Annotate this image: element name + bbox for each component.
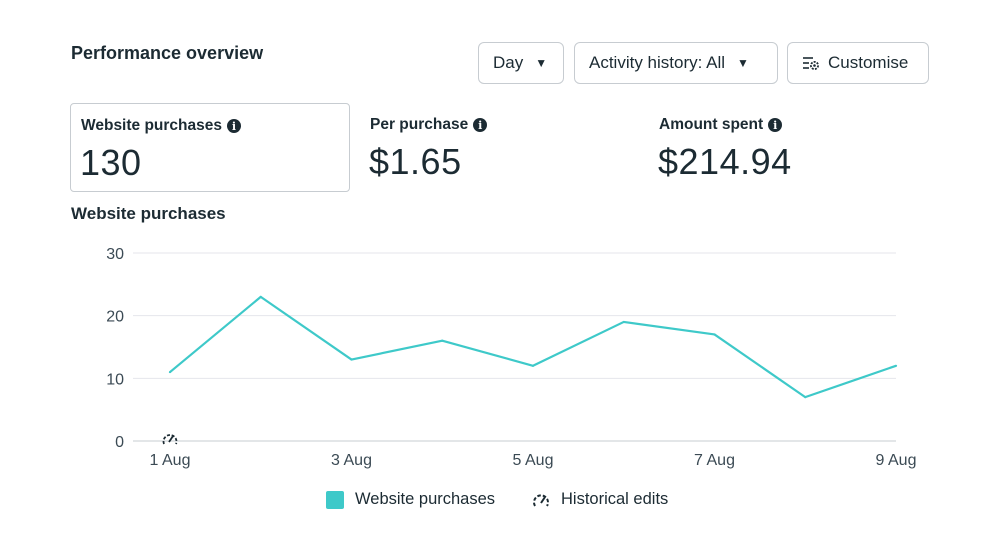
x-tick-label: 9 Aug — [876, 452, 917, 469]
data-point — [622, 320, 625, 324]
legend-item-website-purchases[interactable]: Website purchases — [326, 490, 495, 509]
customise-button[interactable]: Customise — [787, 42, 929, 84]
data-point — [713, 333, 716, 336]
chart-title: Website purchases — [71, 204, 226, 223]
x-tick-label: 5 Aug — [513, 452, 554, 469]
data-point — [531, 364, 535, 367]
data-point — [259, 295, 262, 298]
metric-value: $214.94 — [658, 141, 792, 182]
metric-label: Website purchases — [81, 117, 222, 134]
info-icon[interactable]: i — [768, 118, 783, 132]
historical-edit-marker-icon[interactable] — [162, 434, 178, 445]
data-point — [441, 339, 444, 342]
day-dropdown-label: Day — [493, 53, 524, 72]
metric-card-website-purchases[interactable]: Website purchases i 130 — [70, 103, 350, 192]
metric-value: $1.65 — [369, 141, 462, 182]
info-icon[interactable]: i — [227, 119, 241, 133]
info-icon[interactable]: i — [473, 118, 488, 132]
caret-down-icon: ▼ — [535, 56, 548, 70]
x-tick-label: 7 Aug — [694, 452, 735, 469]
customise-settings-icon — [802, 55, 820, 71]
metric-card-amount-spent[interactable]: Amount spent i $214.94 — [649, 103, 929, 192]
series-line — [169, 295, 897, 399]
data-point — [350, 358, 353, 361]
customise-label: Customise — [828, 53, 909, 72]
data-point — [804, 396, 807, 399]
metric-card-per-purchase[interactable]: Per purchase i $1.65 — [360, 103, 640, 192]
metric-value: 130 — [80, 142, 142, 183]
legend-item-historical-edits[interactable]: Historical edits — [531, 490, 668, 509]
legend-swatch — [326, 490, 344, 509]
y-tick-label: 10 — [106, 371, 124, 388]
y-tick-label: 30 — [106, 246, 124, 263]
activity-history-label: Activity history: All — [589, 53, 726, 72]
activity-history-dropdown[interactable]: Activity history: All ▼ — [574, 42, 778, 84]
y-tick-label: 20 — [106, 309, 124, 326]
metric-label: Amount spent — [659, 116, 764, 133]
page-title: Performance overview — [71, 43, 264, 63]
x-tick-label: 3 Aug — [331, 452, 372, 469]
data-point — [894, 364, 898, 367]
day-dropdown[interactable]: Day ▼ — [478, 42, 564, 84]
caret-down-icon: ▼ — [737, 56, 749, 70]
data-point — [168, 370, 172, 374]
legend-label: Historical edits — [561, 490, 669, 508]
x-tick-label: 1 Aug — [150, 452, 191, 469]
historical-edit-icon — [531, 491, 551, 509]
legend-label: Website purchases — [355, 490, 496, 508]
y-tick-label: 0 — [115, 434, 124, 451]
metric-label: Per purchase — [370, 116, 469, 133]
